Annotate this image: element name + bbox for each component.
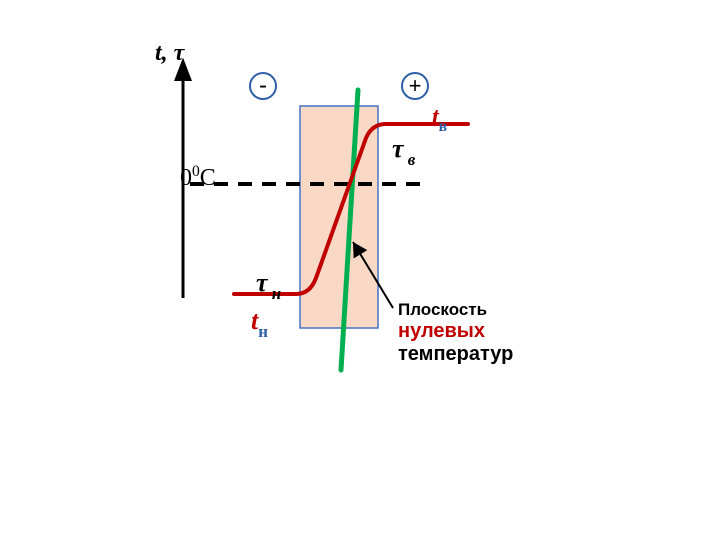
tau-n-sub: н: [268, 284, 282, 303]
zero-temp-label: 00С: [180, 163, 216, 192]
plus-icon: +: [401, 72, 429, 100]
zero-sup: 0: [192, 163, 200, 180]
label-tau-n: τ н: [256, 268, 281, 302]
t-n-sub: н: [258, 322, 268, 341]
diagram-svg: [0, 0, 720, 540]
caption-line2: нулевых: [398, 320, 513, 343]
caption-line3: температур: [398, 343, 513, 366]
label-tau-v: τ в: [392, 134, 415, 168]
zero-value: 0: [180, 165, 192, 191]
minus-icon: -: [249, 72, 277, 100]
zero-unit: С: [200, 165, 216, 191]
t-v-t: t: [432, 104, 439, 130]
tau-v-sub: в: [404, 150, 416, 169]
label-t-n: tн: [251, 306, 268, 340]
tau-n-t: τ: [256, 268, 268, 297]
label-t-v: tв: [432, 104, 447, 135]
caption-line1: Плоскость: [398, 300, 513, 320]
tau-v-t: τ: [392, 134, 404, 163]
zero-plane-caption: Плоскостьнулевыхтемператур: [398, 300, 513, 366]
t-v-sub: в: [439, 118, 447, 135]
y-axis-label: t, τ: [155, 40, 184, 67]
